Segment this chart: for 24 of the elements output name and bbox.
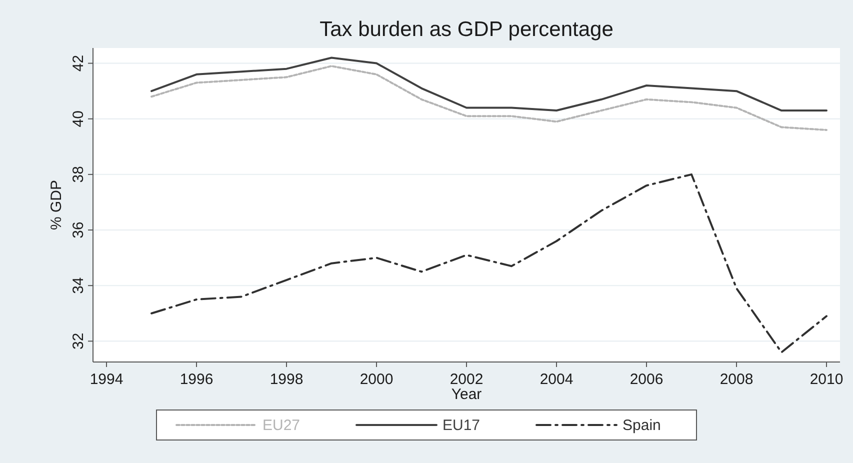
- x-tick-label: 2006: [630, 371, 664, 388]
- line-series: [150, 56, 828, 112]
- x-tick-label: 2008: [720, 371, 754, 388]
- y-tick-label: 36: [70, 222, 87, 238]
- line-series: [150, 65, 828, 131]
- x-tick-label: 1998: [270, 371, 304, 388]
- x-tick-label: 1996: [180, 371, 214, 388]
- y-axis-title: % GDP: [48, 180, 65, 230]
- y-tick-label: 34: [70, 277, 87, 294]
- text: Spain: [622, 417, 661, 434]
- chart-title: Tax burden as GDP percentage: [320, 18, 614, 41]
- y-tick-label: 40: [70, 110, 87, 128]
- y-tick-label: 38: [70, 166, 87, 183]
- x-tick-label: 2002: [450, 371, 484, 388]
- y-tick-label: 32: [70, 332, 87, 350]
- x-axis-title: Year: [451, 386, 482, 403]
- text: EU27: [262, 417, 300, 434]
- x-tick-label: 2004: [540, 371, 574, 388]
- text: EU17: [442, 417, 480, 434]
- x-tick-label: 2000: [360, 371, 394, 388]
- line-series: [150, 173, 828, 354]
- x-tick-label: 2010: [810, 371, 844, 388]
- x-tick-label: 1994: [90, 371, 124, 388]
- y-tick-label: 42: [70, 54, 87, 72]
